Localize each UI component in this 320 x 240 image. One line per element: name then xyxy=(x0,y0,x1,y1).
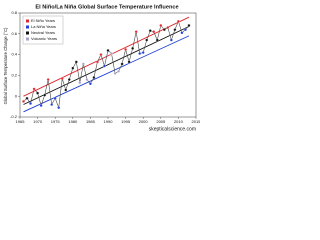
trend-line xyxy=(23,26,190,105)
y-axis-label: Global Surface Temperature Change (°C) xyxy=(3,27,8,104)
x-tick-label: 1980 xyxy=(68,119,78,124)
trend-line xyxy=(23,16,190,97)
data-point xyxy=(46,78,50,81)
data-point xyxy=(159,24,163,27)
legend-swatch xyxy=(26,37,29,41)
data-point xyxy=(60,77,64,80)
data-point xyxy=(120,62,124,66)
legend-label: La Niña Years xyxy=(31,24,56,29)
data-point xyxy=(124,47,128,51)
x-tick-label: 2010 xyxy=(174,119,184,124)
data-point xyxy=(57,106,61,110)
y-tick-label: 0.8 xyxy=(11,10,17,15)
legend-label: Neutral Years xyxy=(31,30,55,35)
data-point xyxy=(155,38,159,42)
data-point xyxy=(29,102,32,105)
y-tick-label: 0.2 xyxy=(11,72,17,77)
legend-swatch xyxy=(26,31,29,35)
data-point xyxy=(145,38,149,42)
data-point xyxy=(110,52,113,55)
data-point xyxy=(138,52,142,55)
data-point xyxy=(39,104,43,107)
x-tick-label: 2000 xyxy=(139,119,149,124)
data-point xyxy=(169,38,173,42)
legend-box xyxy=(22,15,64,45)
x-tick-label: 1965 xyxy=(16,119,26,124)
data-point xyxy=(50,103,54,106)
data-point xyxy=(180,31,184,35)
legend-swatch xyxy=(26,19,29,23)
data-point xyxy=(99,53,103,57)
data-point xyxy=(173,28,177,32)
data-point xyxy=(134,30,138,34)
x-tick-label: 2015 xyxy=(192,119,200,124)
chart: El Niño/La Niña Global Surface Temperatu… xyxy=(0,0,200,134)
data-point xyxy=(106,49,110,52)
data-point xyxy=(85,78,89,81)
data-point xyxy=(152,30,156,34)
data-point xyxy=(162,28,166,32)
data-point xyxy=(131,46,135,50)
data-point xyxy=(74,60,78,64)
data-point xyxy=(81,62,85,66)
chart-title: El Niño/La Niña Global Surface Temperatu… xyxy=(35,4,178,10)
data-point xyxy=(187,24,191,27)
data-point xyxy=(88,82,92,86)
data-point xyxy=(64,88,68,92)
data-point xyxy=(92,76,96,79)
data-point xyxy=(127,60,131,64)
data-point xyxy=(53,96,57,100)
x-tick-label: 2005 xyxy=(156,119,166,124)
data-point xyxy=(166,26,170,29)
data-point xyxy=(32,87,36,91)
data-point xyxy=(96,60,99,64)
data-point xyxy=(141,51,145,54)
y-tick-label: -0.2 xyxy=(10,114,18,119)
legend-label: Volcanic Years xyxy=(31,36,57,41)
legend-label: El Niño Years xyxy=(31,18,55,23)
x-tick-label: 1990 xyxy=(104,119,114,124)
data-point xyxy=(78,81,82,85)
data-point xyxy=(148,29,152,33)
data-point xyxy=(117,69,120,73)
x-tick-label: 1970 xyxy=(33,119,43,124)
source-label: skepticalscience.com xyxy=(149,126,196,132)
data-point xyxy=(22,99,25,103)
data-point xyxy=(184,28,187,32)
data-point xyxy=(67,78,71,81)
y-tick-label: 0.6 xyxy=(11,31,17,36)
x-tick-label: 1995 xyxy=(121,119,131,124)
y-tick-label: 0.4 xyxy=(11,52,17,57)
data-point xyxy=(113,71,117,75)
data-point xyxy=(36,91,40,95)
legend-swatch xyxy=(26,25,29,29)
y-tick-label: 0 xyxy=(15,93,18,98)
x-tick-label: 1985 xyxy=(86,119,96,124)
x-tick-label: 1975 xyxy=(51,119,61,124)
data-point xyxy=(103,64,106,68)
data-point xyxy=(71,66,75,70)
data-point xyxy=(176,19,180,23)
data-point xyxy=(25,96,29,100)
data-point xyxy=(43,93,47,97)
